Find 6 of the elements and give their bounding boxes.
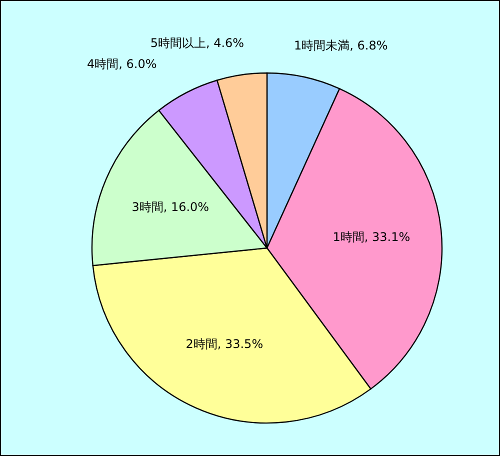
slice-label: 2時間, 33.5% (186, 336, 264, 351)
slice-label: 4時間, 6.0% (86, 57, 157, 72)
slice-label: 1時間, 33.1% (332, 230, 410, 244)
slice-label: 3時間, 16.0% (132, 200, 210, 214)
slice-label: 5時間以上, 4.6% (150, 36, 244, 50)
slice-label: 1時間未満, 6.8% (294, 38, 388, 53)
